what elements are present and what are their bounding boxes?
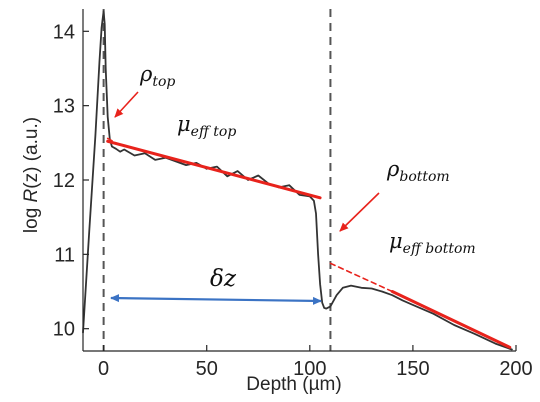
y-axis-title-variable: R: [21, 188, 42, 202]
fit-line-3: [390, 290, 512, 349]
x-tick-label: 50: [196, 358, 218, 380]
rho-bottom-subscript: bottom: [399, 169, 449, 185]
mu-eff-top-symbol: μ: [177, 112, 191, 136]
rho-top-symbol: ρ: [139, 62, 153, 86]
y-tick-label: 10: [53, 319, 75, 341]
rho-bottom-arrow: [339, 192, 380, 232]
x-tick-label: 150: [396, 358, 429, 380]
mu-eff-top-subscript: eff top: [191, 124, 237, 140]
y-tick-label: 11: [54, 244, 75, 266]
fit-extrapolation-4: [329, 262, 394, 293]
fit-extrapolation-2: [106, 137, 121, 146]
mu-eff-bottom-annotation: μeff bottom: [389, 229, 476, 257]
svg-text:μeff bottom: μeff bottom: [389, 229, 476, 257]
y-axis-title-prefix: log: [21, 202, 42, 233]
x-tick-label: 200: [499, 358, 532, 380]
y-axis-title-suffix: (z) (a.u.): [21, 117, 42, 189]
y-tick-label: 12: [53, 170, 75, 192]
rho-bottom-annotation: ρbottom: [339, 157, 450, 232]
mu-eff-bottom-symbol: μ: [389, 229, 403, 253]
rho-top-annotation: ρtop: [114, 62, 175, 118]
svg-text:μeff top: μeff top: [177, 112, 236, 140]
rho-top-subscript: top: [152, 74, 175, 90]
rho-top-arrow: [114, 91, 139, 118]
mu-eff-bottom-subscript: eff bottom: [403, 241, 476, 257]
y-tick-label: 14: [53, 21, 75, 43]
x-tick-label: 0: [98, 358, 109, 380]
delta-z-label: δz: [210, 266, 237, 292]
y-axis-title: log R(z) (a.u.): [21, 117, 42, 233]
fit-line-1: [106, 139, 322, 200]
axes: 0 50 100 150 200 10 11 12 13 14: [53, 9, 533, 380]
delta-z-annotation: δz: [110, 266, 322, 305]
plot-area: [82, 9, 513, 351]
svg-text:ρtop: ρtop: [139, 62, 175, 90]
x-axis-title: Depth (µm): [246, 374, 341, 395]
svg-text:ρbottom: ρbottom: [386, 157, 450, 185]
mu-eff-top-annotation: μeff top: [177, 112, 236, 140]
x-tick-label: 100: [293, 358, 326, 380]
rho-bottom-symbol: ρ: [386, 157, 400, 181]
delta-z-arrow: [110, 294, 322, 305]
y-tick-label: 13: [53, 96, 75, 118]
